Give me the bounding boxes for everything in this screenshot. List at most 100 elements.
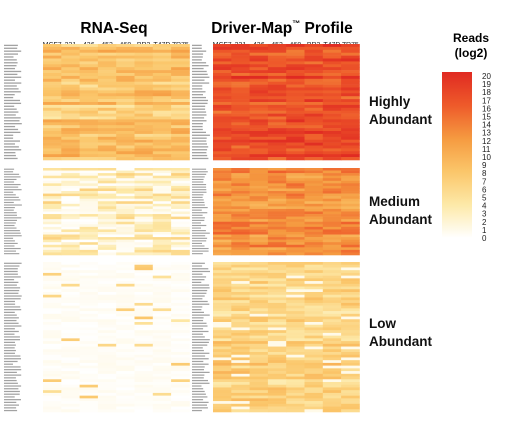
- heatmap-cell: [43, 75, 62, 80]
- heatmap-cell: [97, 354, 117, 358]
- heatmap-cell: [249, 237, 269, 240]
- heatmap-cell: [116, 368, 135, 372]
- heatmap-cell: [134, 252, 154, 256]
- heatmap-cell: [341, 247, 360, 251]
- heatmap-cell: [61, 244, 80, 248]
- heatmap-cell: [134, 116, 154, 120]
- heatmap-cell: [231, 191, 250, 194]
- heatmap-cell: [231, 409, 250, 413]
- heatmap-cell: [61, 252, 80, 256]
- heatmap-cell: [267, 294, 287, 298]
- heatmap-cell: [231, 216, 250, 220]
- heatmap-cell: [231, 107, 250, 111]
- heatmap-cell: [213, 87, 232, 91]
- heatmap-cell: [322, 262, 342, 266]
- heatmap-cell: [322, 401, 342, 405]
- heatmap-cell: [134, 58, 154, 62]
- row-label-placeholder: [4, 88, 19, 90]
- heatmap-cell: [171, 122, 190, 126]
- heatmap-cell: [171, 267, 190, 271]
- heatmap-cell: [231, 379, 250, 383]
- heatmap-cell: [267, 216, 287, 220]
- heatmap-cell: [249, 93, 269, 97]
- heatmap-cell: [322, 316, 342, 320]
- heatmap-cell: [43, 406, 62, 410]
- heatmap-cell: [341, 305, 360, 309]
- heatmap-cell: [43, 234, 62, 238]
- heatmap-cell: [341, 198, 360, 202]
- heatmap-cell: [43, 70, 62, 74]
- heatmap-cell: [61, 145, 80, 149]
- heatmap-cell: [43, 357, 62, 361]
- heatmap-cell: [286, 294, 305, 298]
- heatmap-cell: [213, 229, 232, 233]
- heatmap-cell: [79, 122, 99, 126]
- row-label-placeholder: [192, 349, 204, 352]
- heatmap-cell: [79, 113, 99, 117]
- heatmap-cell: [171, 44, 190, 48]
- heatmap-cell: [152, 357, 172, 361]
- heatmap-cell: [231, 300, 250, 304]
- row-label-placeholder: [4, 270, 18, 273]
- heatmap-cell: [267, 133, 287, 138]
- heatmap-cell: [79, 249, 99, 253]
- heatmap-cell: [61, 224, 80, 228]
- heatmap-cell: [171, 302, 190, 306]
- heatmap-cell: [249, 116, 269, 120]
- row-label-placeholder: [192, 209, 202, 211]
- heatmap-cell: [43, 401, 62, 405]
- heatmap-cell: [61, 368, 80, 372]
- heatmap-cell: [97, 58, 117, 62]
- heatmap-cell: [61, 73, 80, 77]
- heatmap-cell: [61, 335, 80, 339]
- heatmap-cell: [267, 297, 287, 301]
- heatmap-cell: [231, 131, 250, 135]
- heatmap-cell: [171, 110, 190, 114]
- heatmap-cell: [267, 357, 287, 361]
- heatmap-cell: [134, 270, 154, 274]
- heatmap-cell: [231, 360, 250, 364]
- heatmap-cell: [231, 392, 250, 396]
- heatmap-cell: [43, 151, 62, 155]
- heatmap-cell: [79, 180, 99, 184]
- heatmap-cell: [171, 244, 190, 248]
- heatmap-cell: [116, 327, 135, 331]
- heatmap-cell: [134, 180, 154, 184]
- heatmap-cell: [97, 104, 117, 109]
- heatmap-cell: [322, 208, 342, 212]
- heatmap-cell: [171, 360, 190, 364]
- heatmap-cell: [134, 382, 154, 386]
- row-label-placeholder: [4, 325, 22, 327]
- heatmap-cell: [152, 188, 172, 192]
- heatmap-cell: [286, 131, 305, 135]
- row-label-placeholder: [4, 347, 15, 349]
- heatmap-cell: [267, 330, 287, 334]
- heatmap-cell: [134, 122, 154, 126]
- heatmap-cell: [231, 398, 250, 402]
- row-label-placeholder: [4, 279, 15, 281]
- heatmap-cell: [79, 110, 99, 114]
- heatmap-cell: [97, 395, 117, 399]
- heatmap-cell: [116, 119, 135, 123]
- heatmap-cell: [267, 93, 287, 97]
- heatmap-cell: [134, 104, 154, 109]
- row-label-placeholder: [192, 341, 209, 343]
- heatmap-cell: [341, 64, 360, 68]
- heatmap-cell: [213, 281, 232, 285]
- heatmap-cell: [116, 234, 135, 238]
- heatmap-cell: [304, 87, 324, 91]
- heatmap-cell: [304, 346, 324, 350]
- heatmap-cell: [152, 87, 172, 91]
- heatmap-cell: [116, 286, 135, 290]
- heatmap-cell: [171, 237, 190, 240]
- heatmap-cell: [304, 231, 324, 235]
- heatmap-cell: [43, 131, 62, 135]
- heatmap-cell: [61, 191, 80, 194]
- heatmap-cell: [97, 73, 117, 77]
- heatmap-cell: [341, 270, 360, 274]
- heatmap-cell: [322, 99, 342, 103]
- heatmap-cell: [43, 327, 62, 331]
- heatmap-cell: [61, 365, 80, 369]
- heatmap-cell: [134, 157, 154, 161]
- heatmap-cell: [249, 382, 269, 386]
